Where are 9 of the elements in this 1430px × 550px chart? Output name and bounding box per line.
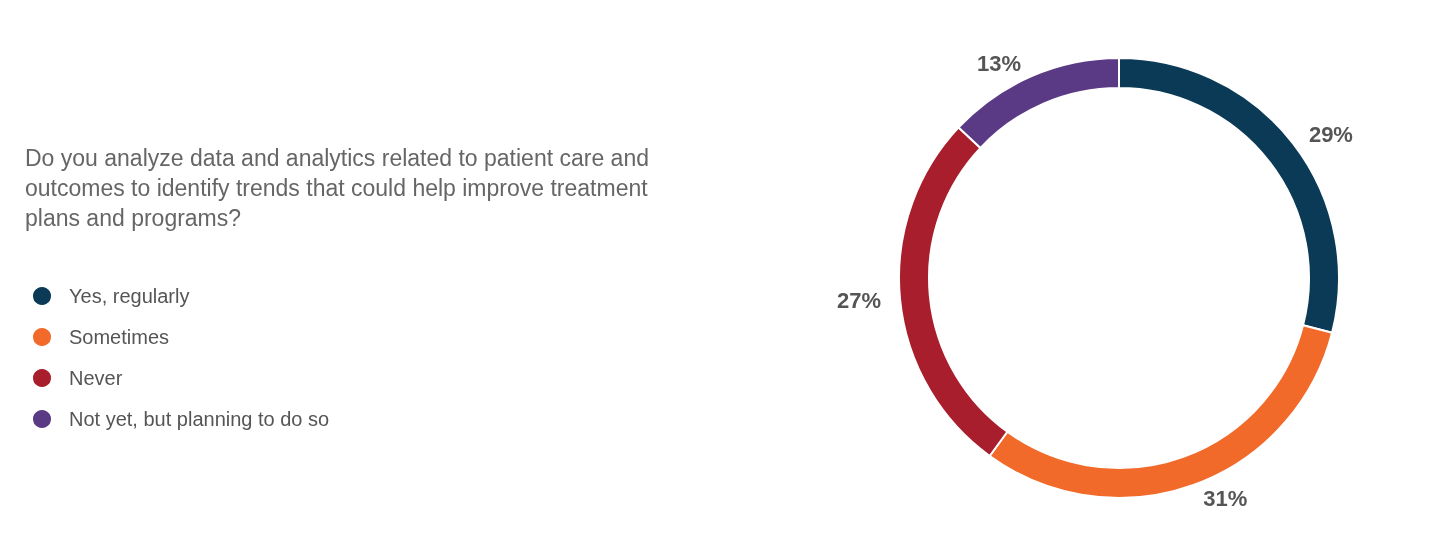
legend-label: Not yet, but planning to do so bbox=[69, 408, 330, 430]
data-label: 29% bbox=[1308, 122, 1353, 148]
data-label: 31% bbox=[1203, 485, 1248, 511]
text: Do you analyze data and analytics related to patient care and outcomes to identify trends that could help improve treatment plans and programs? bbox=[25, 145, 656, 231]
legend-label: Sometimes bbox=[69, 326, 170, 348]
legend-label: Never bbox=[69, 367, 123, 389]
data-label: 27% bbox=[836, 287, 882, 313]
legend-label: Yes, regularly bbox=[69, 285, 190, 307]
data-label: 13% bbox=[977, 50, 1022, 76]
